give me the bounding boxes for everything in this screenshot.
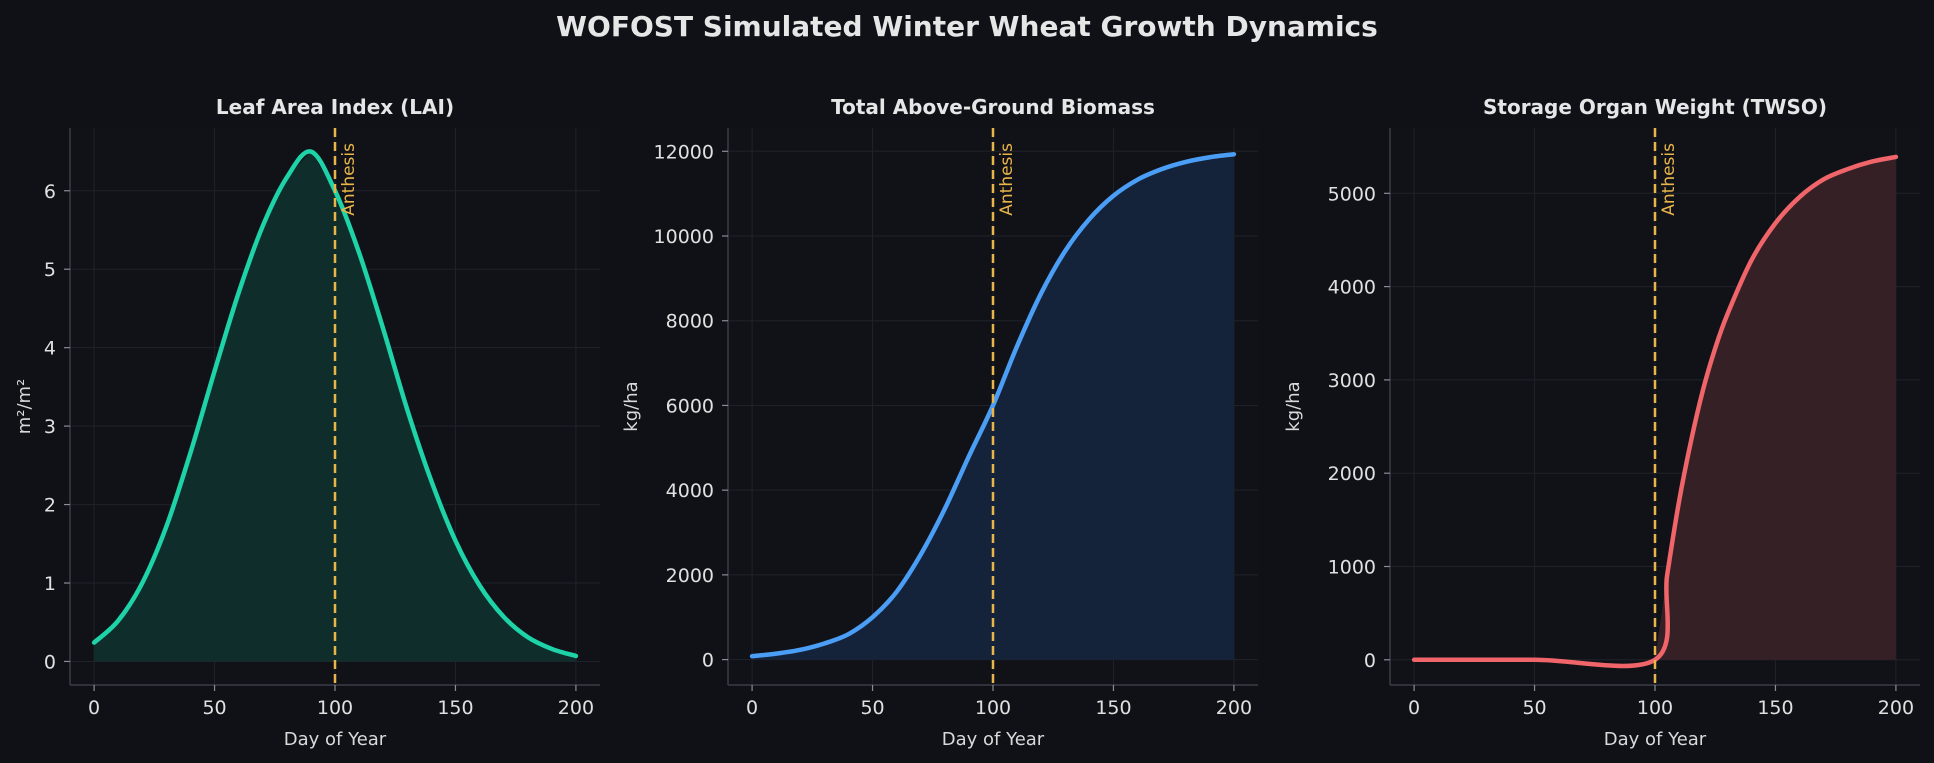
y-tick-label: 4 <box>44 338 56 360</box>
y-tick-label: 5000 <box>1328 183 1376 205</box>
x-tick-label: 200 <box>1216 697 1252 719</box>
y-tick-label: 1 <box>44 573 56 595</box>
x-tick-label: 200 <box>558 697 594 719</box>
y-tick-label: 8000 <box>666 311 714 333</box>
y-axis-label: kg/ha <box>621 381 642 431</box>
anthesis-label: Anthesis <box>1659 143 1679 216</box>
x-tick-label: 50 <box>202 697 226 719</box>
y-tick-label: 1000 <box>1328 557 1376 579</box>
x-tick-label: 200 <box>1878 697 1914 719</box>
y-tick-label: 3 <box>44 416 56 438</box>
y-tick-label: 6 <box>44 181 56 203</box>
y-tick-label: 0 <box>702 650 714 672</box>
series-line <box>749 152 1237 659</box>
y-tick-label: 0 <box>1364 650 1376 672</box>
x-tick-label: 50 <box>1522 697 1546 719</box>
x-tick-label: 50 <box>860 697 884 719</box>
y-tick-label: 12000 <box>654 141 714 163</box>
y-tick-label: 2000 <box>666 565 714 587</box>
chart-panel-1: 0 50 100 150 200 0 1 2 3 4 5 6 Anthesis Leaf Area Ind… <box>14 95 600 750</box>
y-tick-label: 5 <box>44 259 56 281</box>
x-tick-label: 150 <box>437 697 473 719</box>
anthesis-label: Anthesis <box>339 143 359 216</box>
y-tick-label: 6000 <box>666 395 714 417</box>
panel-title: Leaf Area Index (LAI) <box>216 95 454 119</box>
y-tick-label: 0 <box>44 651 56 673</box>
figure-title: WOFOST Simulated Winter Wheat Growth Dyn… <box>556 10 1378 43</box>
y-tick-label: 2000 <box>1328 463 1376 485</box>
panel-title: Storage Organ Weight (TWSO) <box>1483 95 1827 119</box>
x-axis-label: Day of Year <box>942 729 1045 750</box>
series-line <box>1411 154 1899 669</box>
x-tick-label: 100 <box>1637 697 1673 719</box>
y-tick-label: 4000 <box>666 480 714 502</box>
y-axis-label: m²/m² <box>14 379 35 435</box>
x-tick-label: 150 <box>1095 697 1131 719</box>
anthesis-label: Anthesis <box>997 143 1017 216</box>
x-axis-label: Day of Year <box>1604 729 1707 750</box>
x-tick-label: 0 <box>1408 697 1420 719</box>
y-tick-label: 10000 <box>654 226 714 248</box>
y-tick-label: 3000 <box>1328 370 1376 392</box>
x-tick-label: 150 <box>1757 697 1793 719</box>
x-tick-label: 0 <box>746 697 758 719</box>
panel-title: Total Above-Ground Biomass <box>831 95 1155 119</box>
y-axis-label: kg/ha <box>1283 381 1304 431</box>
x-tick-label: 100 <box>317 697 353 719</box>
y-tick-label: 2 <box>44 495 56 517</box>
y-tick-label: 4000 <box>1328 277 1376 299</box>
x-tick-label: 100 <box>975 697 1011 719</box>
series-fill <box>1414 156 1896 660</box>
series-fill <box>94 151 576 662</box>
x-axis-label: Day of Year <box>284 729 387 750</box>
x-tick-label: 0 <box>88 697 100 719</box>
